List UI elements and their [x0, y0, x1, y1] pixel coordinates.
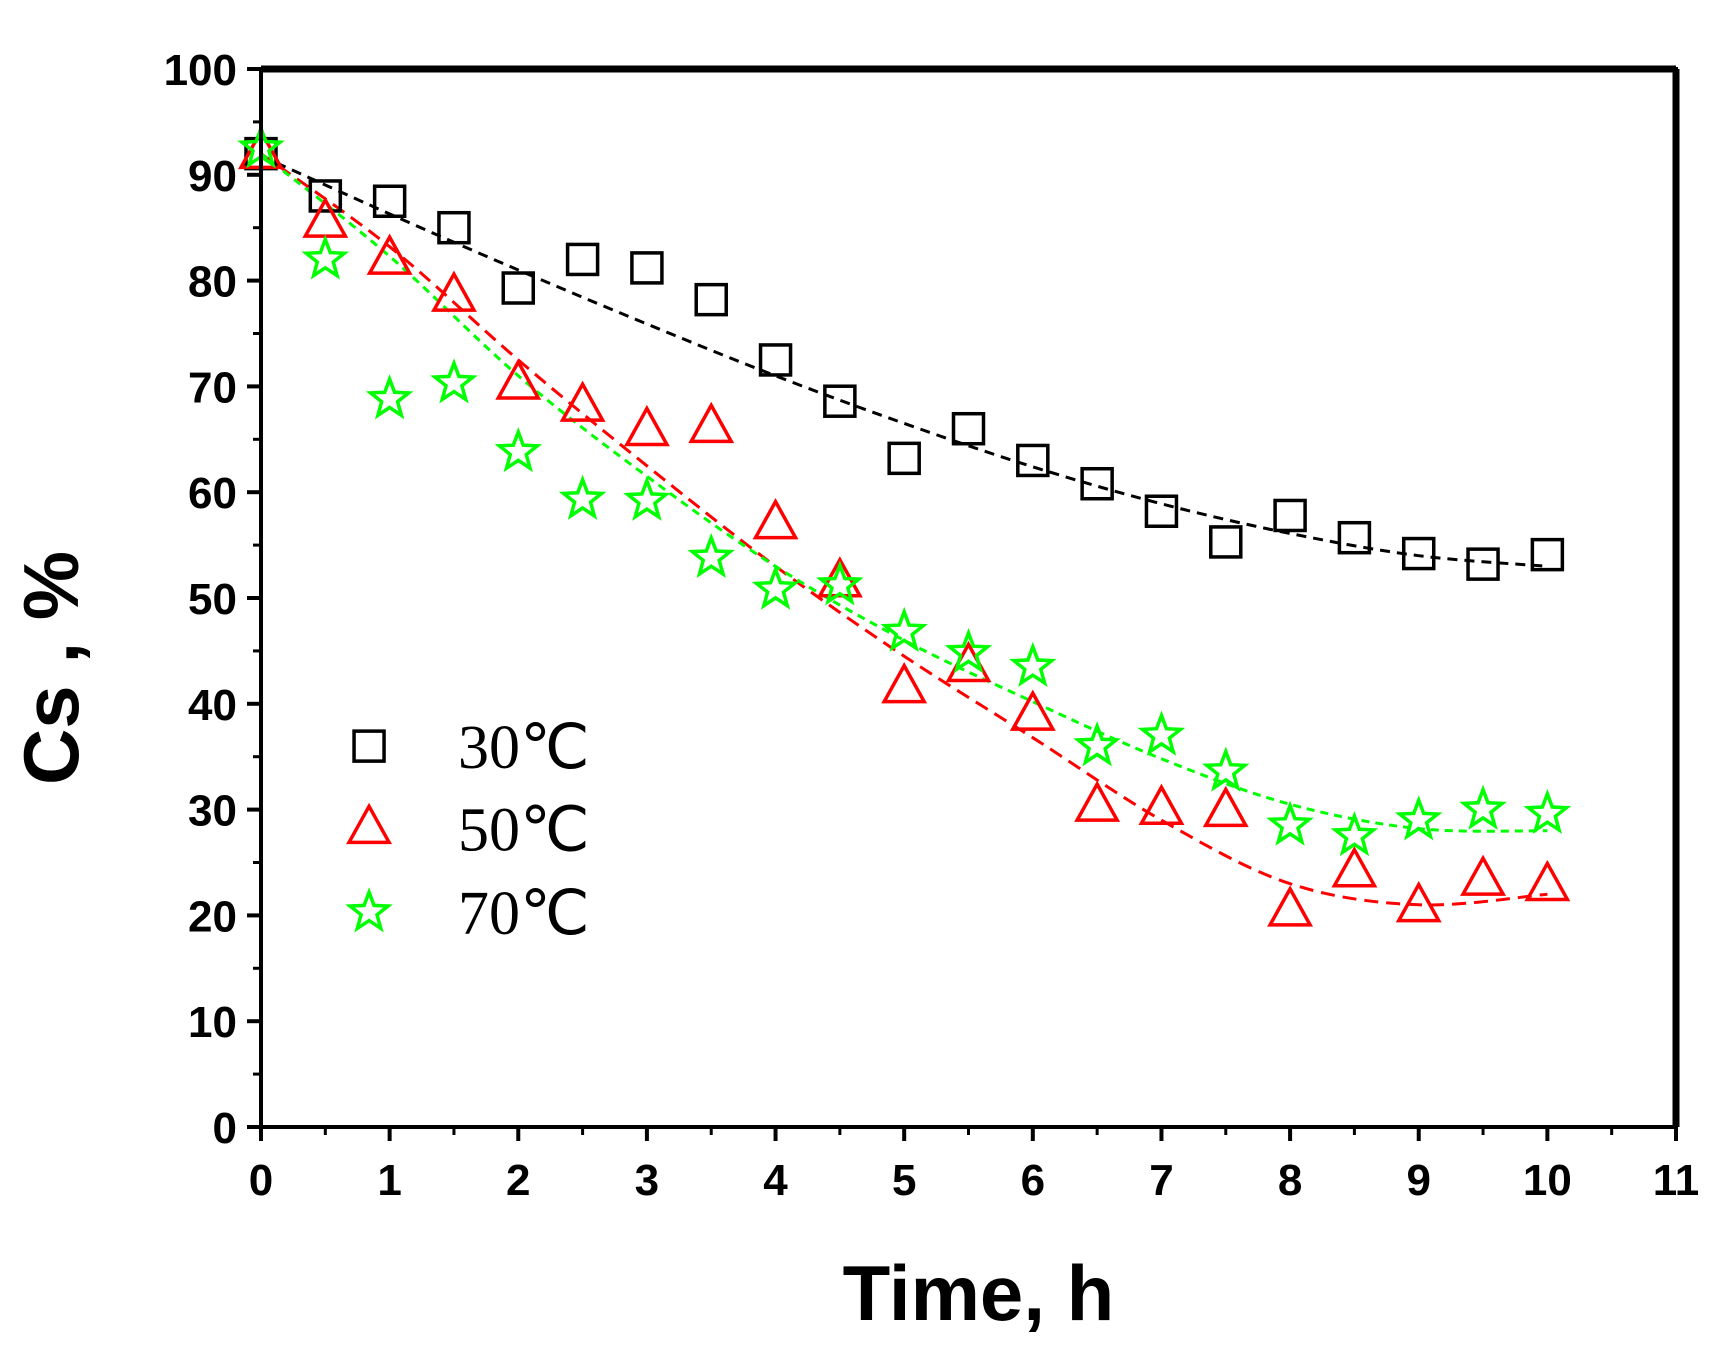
marker-star: [944, 627, 993, 674]
x-tick-label: 11: [1653, 1156, 1700, 1205]
y-tick-label: 40: [188, 681, 237, 730]
marker-triangle: [1460, 854, 1507, 896]
legend-label: 30℃: [458, 714, 590, 782]
marker-star: [1137, 710, 1186, 756]
marker-square: [887, 441, 921, 476]
marker-square: [823, 384, 857, 418]
marker-star: [1394, 795, 1443, 841]
marker-square: [694, 282, 728, 317]
marker-star: [345, 887, 393, 933]
x-tick-label: 5: [892, 1156, 916, 1205]
marker-square: [1401, 536, 1436, 571]
legend-label: 70℃: [458, 880, 590, 948]
marker-square: [437, 210, 471, 245]
fit-curve-star: [260, 152, 1548, 833]
x-axis-ticks: 0 1 2 3 4 5 6 7 8 9 10 11: [249, 1127, 1700, 1205]
x-tick-label: 0: [249, 1156, 273, 1205]
marker-star: [816, 560, 864, 606]
marker-star: [365, 374, 414, 420]
marker-star: [623, 475, 671, 521]
fit-curve-triangle: [260, 152, 1548, 907]
y-tick-label: 0: [213, 1104, 237, 1153]
x-tick-label: 10: [1523, 1156, 1572, 1205]
marker-triangle: [1331, 846, 1378, 888]
legend: 30℃ 50℃ 70℃: [345, 714, 590, 948]
marker-star: [430, 358, 478, 404]
marker-triangle: [495, 358, 542, 400]
marker-square: [1273, 498, 1307, 533]
marker-star: [1330, 810, 1379, 857]
legend-label: 50℃: [458, 797, 590, 865]
y-tick-label: 100: [164, 46, 237, 95]
marker-triangle: [623, 404, 670, 447]
marker-triangle: [1009, 689, 1056, 731]
marker-star: [1523, 788, 1572, 835]
marker-star: [494, 427, 543, 473]
marker-triangle: [430, 270, 477, 312]
x-tick-label: 7: [1149, 1156, 1173, 1205]
y-tick-label: 70: [188, 363, 237, 412]
x-tick-label: 8: [1278, 1156, 1302, 1205]
x-tick-label: 9: [1406, 1156, 1430, 1205]
marker-square: [1337, 520, 1372, 555]
y-tick-label: 20: [188, 892, 237, 941]
y-tick-label: 10: [188, 998, 237, 1047]
y-axis-title: Cs , %: [7, 551, 95, 785]
marker-square: [758, 343, 793, 377]
marker-star: [301, 234, 350, 280]
marker-triangle: [752, 498, 799, 540]
fit-curve-square: [260, 154, 1548, 568]
marker-triangle: [1524, 859, 1571, 902]
marker-star: [1202, 746, 1250, 792]
marker-square: [501, 271, 536, 305]
marker-triangle: [1074, 780, 1121, 822]
marker-star: [687, 532, 735, 579]
y-tick-label: 50: [188, 575, 237, 624]
marker-square: [1016, 443, 1050, 478]
marker-star: [1459, 784, 1507, 830]
marker-triangle: [346, 802, 393, 845]
y-tick-label: 90: [188, 152, 237, 201]
marker-square: [630, 251, 664, 285]
y-tick-label: 30: [188, 787, 237, 836]
marker-triangle: [1138, 783, 1185, 826]
x-tick-label: 4: [763, 1156, 788, 1205]
marker-triangle: [881, 662, 928, 704]
marker-square: [308, 179, 343, 213]
marker-square: [1080, 466, 1114, 501]
marker-star: [751, 564, 800, 610]
y-axis-ticks: 0 10 20 30 40 50 60 70 80 90 100: [164, 46, 261, 1153]
x-tick-label: 2: [506, 1156, 530, 1205]
y-tick-label: 60: [188, 469, 237, 518]
fit-curves: [260, 152, 1548, 907]
data-markers: [237, 123, 1572, 927]
marker-square: [1466, 547, 1500, 581]
marker-triangle: [366, 233, 413, 275]
plot-frame: [259, 67, 1678, 1129]
marker-triangle: [1395, 881, 1442, 923]
marker-square: [1209, 525, 1243, 559]
x-tick-label: 6: [1021, 1156, 1045, 1205]
marker-star: [1266, 800, 1314, 846]
marker-square: [951, 411, 986, 446]
marker-star: [558, 474, 607, 520]
marker-square: [565, 242, 600, 277]
marker-square: [1144, 494, 1179, 528]
marker-triangle: [559, 380, 606, 422]
marker-square: [352, 729, 386, 763]
y-tick-label: 80: [188, 258, 237, 307]
marker-triangle: [1202, 785, 1249, 828]
marker-star: [880, 606, 928, 653]
x-tick-label: 3: [635, 1156, 659, 1205]
marker-triangle: [688, 401, 735, 444]
x-tick-label: 1: [377, 1156, 401, 1205]
x-axis-title: Time, h: [843, 1249, 1115, 1337]
marker-star: [1073, 721, 1121, 767]
marker-triangle: [1267, 885, 1314, 927]
marker-square: [1530, 537, 1565, 572]
marker-square: [372, 184, 407, 218]
marker-star: [1009, 641, 1057, 688]
